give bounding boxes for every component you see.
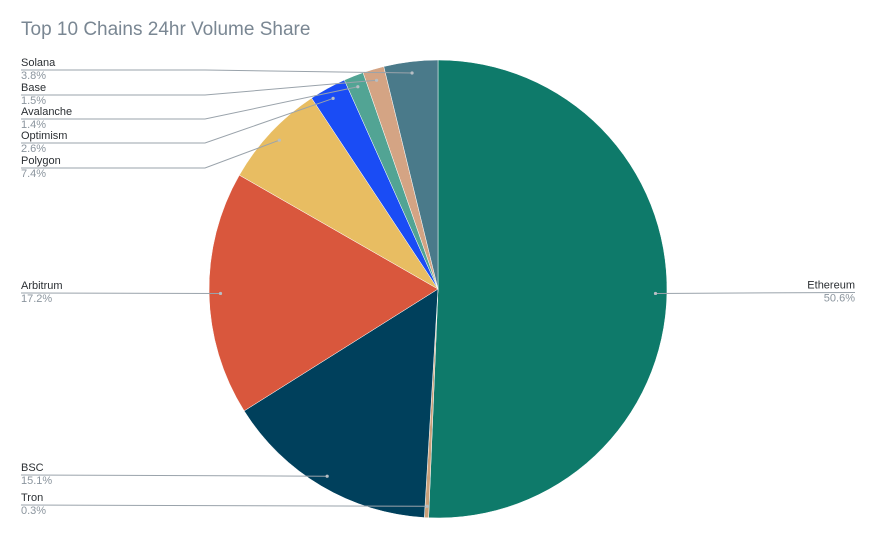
leader-dot-bsc	[325, 474, 329, 478]
label-value-avalanche: 1.4%	[21, 119, 46, 131]
leader-dot-solana	[410, 71, 414, 75]
label-name-solana: Solana	[21, 57, 56, 69]
slice-polygon[interactable]	[238, 97, 439, 290]
label-value-bsc: 15.1%	[21, 475, 52, 487]
leader-line-optimism	[21, 97, 334, 144]
leader-dot-tron	[425, 504, 429, 508]
label-value-ethereum: 50.6%	[824, 292, 855, 304]
leader-dot-arbitrum	[218, 291, 223, 296]
leader-lines	[20, 69, 856, 508]
label-name-optimism: Optimism	[21, 130, 67, 142]
label-value-optimism: 2.6%	[21, 143, 46, 155]
leader-line-bsc	[20, 474, 328, 477]
label-name-tron: Tron	[21, 492, 43, 504]
leader-dot-ethereum	[653, 291, 658, 296]
leader-dot-optimism	[331, 96, 335, 101]
slice-bsc[interactable]	[243, 288, 439, 518]
leader-dot-base	[374, 78, 379, 82]
leader-line-polygon	[21, 139, 280, 169]
slice-ethereum[interactable]	[428, 59, 668, 519]
label-value-solana: 3.8%	[21, 70, 46, 82]
label-name-bsc: BSC	[21, 462, 44, 474]
label-name-polygon: Polygon	[21, 155, 61, 167]
label-value-polygon: 7.4%	[21, 168, 46, 180]
label-value-tron: 0.3%	[21, 505, 46, 517]
leader-dot-avalanche	[356, 85, 360, 89]
label-name-arbitrum: Arbitrum	[21, 280, 63, 292]
label-name-ethereum: Ethereum	[807, 279, 855, 291]
label-name-base: Base	[21, 82, 46, 94]
label-value-base: 1.5%	[21, 95, 46, 107]
slice-solana[interactable]	[383, 59, 439, 290]
leader-line-ethereum	[655, 291, 856, 294]
label-value-arbitrum: 17.2%	[21, 293, 52, 305]
leader-line-avalanche	[21, 86, 358, 120]
leader-line-base	[21, 79, 377, 96]
leader-dot-polygon	[277, 138, 281, 142]
label-name-avalanche: Avalanche	[21, 106, 72, 118]
leader-line-solana	[21, 69, 413, 74]
pie-slices	[208, 59, 668, 519]
chart-title: Top 10 Chains 24hr Volume Share	[21, 19, 311, 40]
leader-line-tron	[20, 504, 428, 507]
